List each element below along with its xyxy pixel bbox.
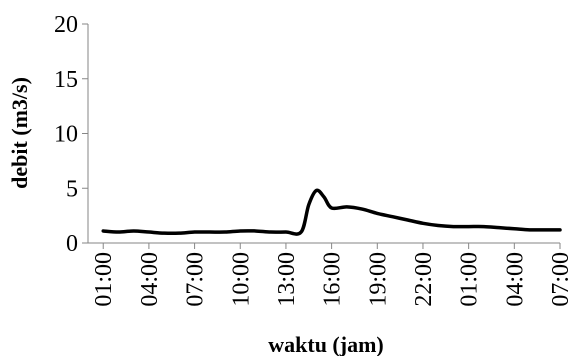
x-axis-title: waktu (jam) (268, 332, 384, 356)
x-tick-label: 07:00 (183, 252, 209, 307)
y-axis: 0 5 10 15 20 (54, 12, 89, 257)
series-group (101, 188, 562, 236)
x-tick-label: 19:00 (365, 252, 391, 307)
x-tick-label: 01:00 (91, 252, 117, 307)
x-tick-label: 22:00 (411, 252, 437, 307)
x-tick-label: 13:00 (274, 252, 300, 307)
y-tick-label: 0 (66, 231, 78, 257)
y-tick-label: 15 (54, 67, 78, 93)
x-tick-label: 04:00 (137, 252, 163, 307)
x-tick-label: 10:00 (228, 252, 254, 307)
x-axis: 01:00 04:00 07:00 10:00 13:00 16:00 19:00 22:00… (88, 242, 568, 307)
debit-series-line (101, 188, 562, 236)
x-tick-label: 01:00 (457, 252, 483, 307)
y-tick-label: 10 (54, 122, 78, 148)
y-tick-label: 5 (66, 176, 78, 202)
y-axis-title: debit (m3/s) (7, 77, 32, 189)
x-tick-label: 16:00 (320, 252, 346, 307)
x-tick-label: 04:00 (502, 252, 528, 307)
x-tick-label: 07:00 (548, 252, 568, 307)
y-tick-label: 20 (54, 12, 78, 38)
